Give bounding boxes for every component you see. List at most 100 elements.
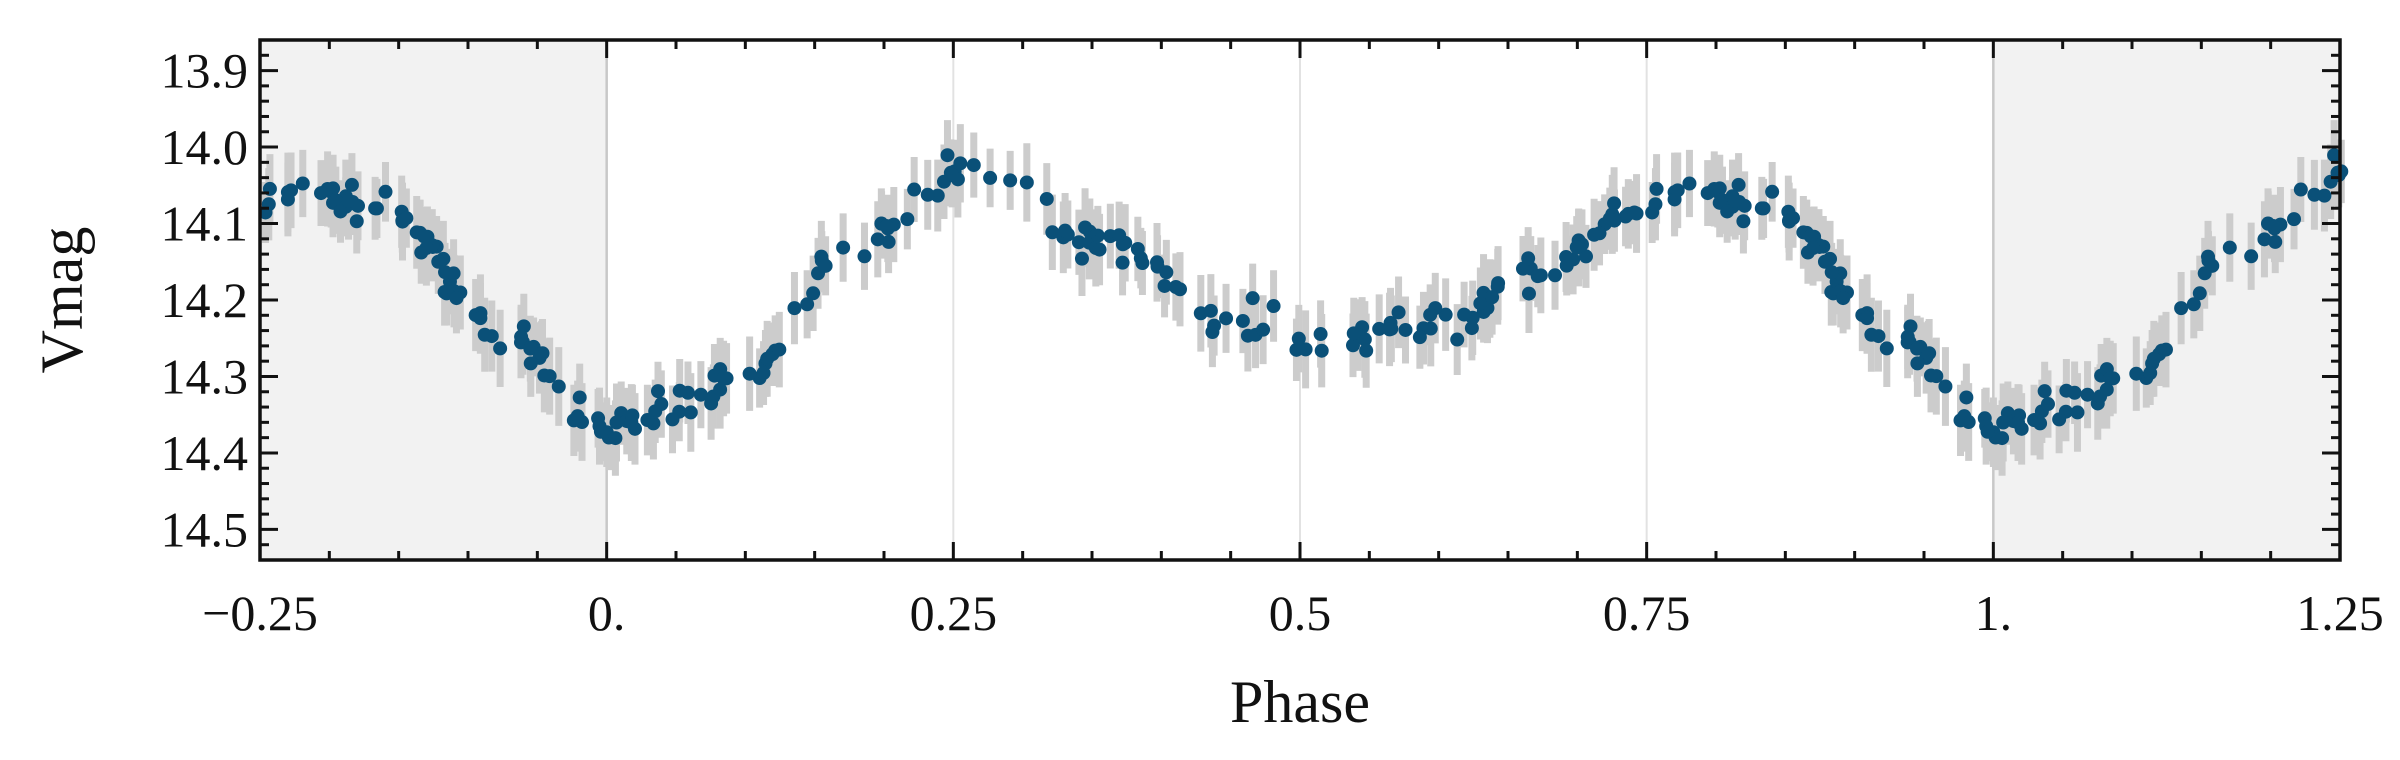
data-point [537, 368, 552, 383]
data-point [1938, 379, 1953, 394]
data-point [399, 211, 414, 226]
data-point [2103, 371, 2118, 386]
data-point [1298, 342, 1313, 357]
data-point [800, 297, 815, 312]
data-point [1245, 291, 1260, 306]
data-point [368, 201, 383, 216]
data-point [1359, 343, 1374, 358]
data-point [1921, 346, 1936, 361]
data-point [1817, 254, 1832, 269]
data-point [1391, 305, 1406, 320]
data-point [1910, 356, 1925, 371]
data-point [881, 234, 896, 249]
data-point [2158, 342, 2173, 357]
data-point [1754, 201, 1769, 216]
x-tick-label: 1.25 [2296, 585, 2384, 641]
data-point [1836, 291, 1851, 306]
data-point [344, 177, 359, 192]
data-point [1959, 390, 1974, 405]
data-point [1607, 213, 1622, 228]
y-tick-label: 13.9 [161, 43, 249, 99]
data-point [1803, 229, 1818, 244]
data-point [2146, 351, 2161, 366]
y-tick-label: 14.3 [161, 348, 249, 404]
data-point [2186, 297, 2201, 312]
data-point [1860, 311, 1875, 326]
data-point [2327, 148, 2342, 163]
x-tick-labels: −0.25 0. 0.25 0.5 0.75 1. 1.25 [202, 585, 2384, 641]
data-point [1423, 321, 1438, 336]
data-point [1207, 318, 1222, 333]
data-point [1058, 223, 1073, 238]
data-point [2080, 387, 2095, 402]
data-point [1900, 329, 1915, 344]
data-point [2027, 413, 2042, 428]
data-point [940, 148, 955, 163]
data-point [1786, 211, 1801, 226]
data-point [836, 240, 851, 255]
data-point [1569, 240, 1584, 255]
shaded-region-1 [1993, 40, 2340, 560]
data-point [1092, 242, 1107, 257]
data-point [713, 382, 728, 397]
data-point [1629, 206, 1644, 221]
data-point [1203, 303, 1218, 318]
data-point [1291, 331, 1306, 346]
data-point [1346, 326, 1361, 341]
data-point [818, 258, 833, 273]
x-tick-label: 0.5 [1269, 585, 1332, 641]
x-tick-label: 1. [1975, 585, 2013, 641]
data-point [654, 397, 669, 412]
data-point [1219, 311, 1234, 326]
y-tick-label: 14.2 [161, 272, 249, 328]
data-point [1473, 296, 1488, 311]
data-point [1521, 286, 1536, 301]
data-point [1003, 173, 1018, 188]
data-point [419, 241, 434, 256]
data-point [2293, 182, 2308, 197]
data-point [378, 184, 393, 199]
data-point [534, 346, 549, 361]
x-tick-label: 0.25 [910, 585, 998, 641]
data-point [1649, 181, 1664, 196]
data-point [742, 366, 757, 381]
data-point [1372, 321, 1387, 336]
data-point [570, 409, 585, 424]
data-point [716, 371, 731, 386]
data-point [953, 156, 968, 171]
data-point [1464, 321, 1479, 336]
data-point [2317, 188, 2332, 203]
data-point [1357, 332, 1372, 347]
data-point [2129, 366, 2144, 381]
y-tick-label: 14.4 [161, 425, 249, 481]
data-point [514, 329, 529, 344]
data-point [966, 158, 981, 173]
data-point [1559, 258, 1574, 273]
x-tick-label: 0. [588, 585, 626, 641]
data-point [523, 341, 538, 356]
y-axis-label: Vmag [29, 227, 95, 374]
data-point [2059, 383, 2074, 398]
axis-ticks [258, 38, 2342, 562]
data-point [930, 188, 945, 203]
y-tick-label: 14.5 [161, 501, 249, 557]
data-point [608, 431, 623, 446]
data-point [950, 172, 965, 187]
data-point [1235, 313, 1250, 328]
x-axis-label: Phase [1230, 669, 1370, 735]
data-point [1423, 307, 1438, 322]
data-point [1039, 191, 1054, 206]
y-tick-label: 14.0 [161, 119, 249, 175]
data-point [756, 366, 771, 381]
data-point [1071, 235, 1086, 250]
data-point [349, 214, 364, 229]
data-point [1720, 204, 1735, 219]
data-point [1438, 307, 1453, 322]
data-point [551, 379, 566, 394]
data-point [1112, 228, 1127, 243]
data-point [1864, 327, 1879, 342]
y-tick-label: 14.1 [161, 196, 249, 252]
data-point [1515, 261, 1530, 276]
data-point [1996, 415, 2011, 430]
data-point [983, 170, 998, 185]
